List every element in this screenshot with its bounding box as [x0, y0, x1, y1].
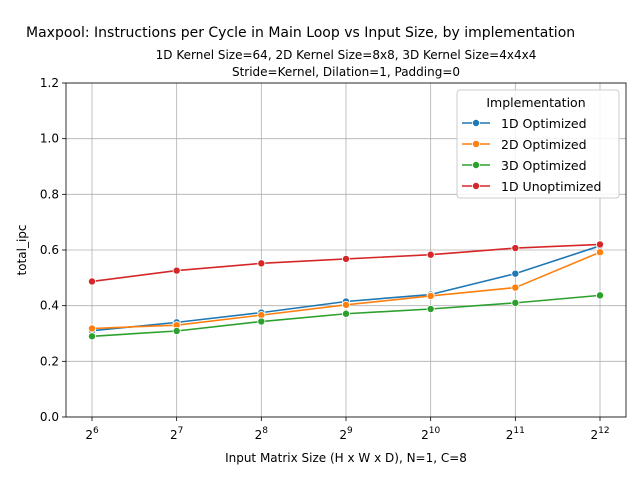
- legend-swatch-marker: [471, 139, 480, 148]
- series-1d-unoptimized: [88, 240, 605, 286]
- data-point: [88, 332, 97, 341]
- y-tick-label: 0.0: [40, 410, 59, 424]
- x-tick-label: 28: [255, 426, 269, 442]
- legend-entries: 1D Optimized 2D Optimized 3D Optimized 1D U…: [462, 116, 601, 194]
- data-point: [511, 283, 520, 292]
- legend-label: 1D Unoptimized: [501, 179, 601, 194]
- y-tick-label: 1.0: [40, 132, 59, 146]
- x-tick-base: 2: [170, 428, 178, 442]
- data-point: [257, 259, 266, 268]
- legend-swatch-marker: [471, 160, 480, 169]
- data-point: [426, 291, 435, 300]
- x-tick-exponent: 7: [178, 426, 184, 436]
- legend-label: 2D Optimized: [501, 137, 587, 152]
- chart-subtitle-line-2: Stride=Kernel, Dilation=1, Padding=0: [232, 65, 460, 79]
- legend: Implementation 1D Optimized 2D Optimized 3…: [456, 89, 620, 199]
- chart-title: Maxpool: Instructions per Cycle in Main …: [26, 25, 575, 41]
- data-point: [341, 309, 350, 318]
- chart-subtitle-line-1: 1D Kernel Size=64, 2D Kernel Size=8x8, 3…: [156, 48, 537, 62]
- data-point: [426, 250, 435, 259]
- legend-entry: 3D Optimized: [462, 158, 587, 173]
- x-tick-label: 27: [170, 426, 183, 442]
- y-tick-label: 0.4: [40, 299, 59, 313]
- legend-entry: 2D Optimized: [462, 137, 587, 152]
- x-tick-exponent: 10: [429, 426, 441, 436]
- x-tick-label: 26: [85, 426, 99, 442]
- x-tick-label: 212: [590, 426, 609, 442]
- x-tick-exponent: 11: [513, 426, 524, 436]
- data-point: [596, 291, 605, 300]
- x-tick-label: 29: [339, 426, 353, 442]
- y-tick-label: 1.2: [40, 76, 59, 90]
- data-point: [511, 269, 520, 278]
- x-tick-base: 2: [590, 428, 598, 442]
- data-point: [341, 254, 350, 263]
- data-point: [341, 300, 350, 309]
- y-tick-label: 0.6: [40, 243, 59, 257]
- data-point: [596, 248, 605, 257]
- legend-title: Implementation: [486, 95, 585, 110]
- legend-entry: 1D Unoptimized: [462, 179, 601, 194]
- data-point: [88, 277, 97, 286]
- x-axis-label: Input Matrix Size (H x W x D), N=1, C=8: [225, 451, 467, 465]
- x-tick-base: 2: [339, 428, 347, 442]
- x-tick-exponent: 8: [262, 426, 268, 436]
- data-point: [511, 244, 520, 253]
- legend-swatch-marker: [471, 181, 480, 190]
- data-point: [257, 317, 266, 326]
- legend-label: 3D Optimized: [501, 158, 587, 173]
- legend-swatch-marker: [471, 119, 480, 128]
- ticks-layer: 0.00.20.40.60.81.01.226 27 28 29 210 211 212: [40, 76, 610, 442]
- x-tick-label: 211: [506, 426, 525, 442]
- x-tick-base: 2: [255, 428, 263, 442]
- series-2d-optimized: [88, 248, 605, 333]
- data-point: [172, 326, 181, 335]
- data-point: [172, 266, 181, 275]
- x-tick-label: 210: [421, 426, 440, 442]
- data-point: [596, 240, 605, 249]
- y-tick-label: 0.8: [40, 187, 59, 201]
- legend-frame: [456, 89, 620, 199]
- data-point: [426, 305, 435, 314]
- y-tick-label: 0.2: [40, 354, 59, 368]
- x-tick-exponent: 9: [347, 426, 353, 436]
- data-point: [511, 298, 520, 307]
- legend-entry: 1D Optimized: [462, 116, 587, 131]
- series-layer: [88, 240, 605, 341]
- x-tick-base: 2: [506, 428, 514, 442]
- legend-label: 1D Optimized: [501, 116, 587, 131]
- y-axis-label: total_ipc: [15, 225, 29, 276]
- x-tick-exponent: 12: [598, 426, 609, 436]
- x-tick-base: 2: [421, 428, 429, 442]
- data-point: [88, 324, 97, 333]
- x-tick-exponent: 6: [93, 426, 99, 436]
- series-3d-optimized: [88, 291, 605, 341]
- x-tick-base: 2: [85, 428, 93, 442]
